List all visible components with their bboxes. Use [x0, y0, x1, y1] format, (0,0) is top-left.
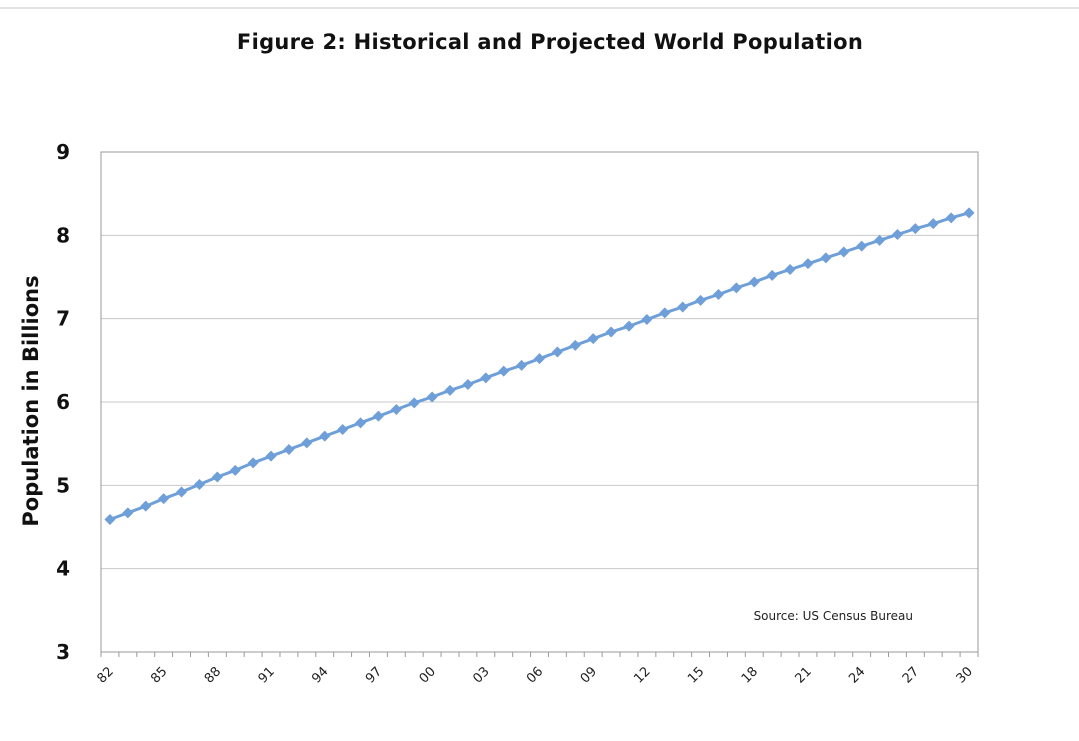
- data-point: [516, 359, 528, 371]
- plot-area-border: [100, 151, 979, 653]
- data-point: [247, 457, 259, 469]
- top-divider: [0, 7, 1079, 9]
- chart-title: Figure 2: Historical and Projected World…: [236, 30, 864, 54]
- data-point: [623, 320, 635, 332]
- data-point: [838, 246, 850, 258]
- data-point: [211, 471, 223, 483]
- source-annotation: Source: US Census Bureau: [754, 609, 913, 623]
- series-line: [109, 211, 970, 521]
- x-tick-label: 85: [148, 664, 170, 686]
- series-population: [104, 207, 975, 525]
- data-point: [551, 346, 563, 358]
- x-tick-label: 27: [900, 664, 922, 686]
- data-point: [176, 486, 188, 498]
- data-point: [695, 294, 707, 306]
- x-tick-label: 00: [417, 664, 439, 686]
- data-point: [677, 301, 689, 313]
- data-point: [712, 289, 724, 300]
- data-point: [534, 353, 545, 365]
- data-point: [784, 264, 796, 275]
- data-point: [927, 218, 939, 230]
- data-point: [390, 404, 402, 415]
- data-point: [480, 372, 492, 384]
- data-point: [963, 207, 975, 219]
- data-point: [498, 365, 510, 377]
- data-point: [319, 430, 331, 442]
- x-tick-label: 91: [256, 664, 278, 686]
- data-point: [158, 493, 170, 505]
- data-point: [301, 437, 313, 449]
- data-point: [891, 229, 903, 240]
- x-tick-label: 88: [202, 664, 224, 686]
- data-point: [730, 282, 742, 294]
- x-axis-ticks: [100, 652, 979, 657]
- data-point: [444, 384, 456, 396]
- data-point: [569, 339, 581, 351]
- x-tick-label: 09: [578, 664, 600, 686]
- x-tick-label: 30: [954, 664, 976, 686]
- data-point: [945, 212, 957, 224]
- x-tick-label: 03: [470, 664, 492, 686]
- data-point: [122, 507, 134, 519]
- data-point: [820, 252, 832, 264]
- x-tick-label: 94: [309, 664, 331, 686]
- gridlines: [101, 234, 978, 570]
- data-point: [874, 234, 886, 246]
- y-axis-title: Population in Billions: [19, 275, 43, 526]
- x-tick-label: 21: [792, 664, 814, 686]
- data-point: [659, 307, 671, 319]
- x-tick-label: 18: [739, 664, 761, 686]
- x-tick-label: 06: [524, 664, 546, 686]
- data-point: [766, 269, 778, 281]
- x-tick-label: 24: [846, 664, 868, 686]
- data-point: [909, 223, 921, 235]
- data-point: [283, 444, 295, 455]
- data-point: [605, 326, 617, 338]
- y-tick-label: 7: [56, 307, 70, 331]
- x-axis-tick-labels: 82 85 88 91 94 97 00 03 06 09 12 15 18 21 24 27 30: [94, 664, 975, 686]
- data-point: [140, 500, 152, 512]
- data-point: [587, 333, 599, 345]
- y-tick-label: 5: [56, 473, 70, 497]
- data-point: [641, 314, 653, 325]
- y-tick-label: 8: [56, 223, 70, 247]
- data-point: [372, 410, 384, 422]
- y-axis-tick-labels: 3 4 5 6 7 8 9: [56, 140, 70, 664]
- data-point: [265, 450, 277, 462]
- y-tick-label: 6: [56, 390, 70, 414]
- y-tick-label: 4: [56, 557, 70, 581]
- y-tick-label: 3: [56, 640, 70, 664]
- data-point: [462, 379, 474, 390]
- data-point: [426, 391, 438, 403]
- x-tick-label: 12: [631, 664, 653, 686]
- data-point: [229, 464, 241, 476]
- data-point: [104, 514, 116, 525]
- data-point: [193, 479, 205, 490]
- y-tick-label: 9: [56, 140, 70, 164]
- x-tick-label: 15: [685, 664, 707, 686]
- x-tick-label: 97: [363, 664, 385, 686]
- data-point: [408, 397, 420, 409]
- data-point: [748, 276, 760, 288]
- data-point: [802, 258, 814, 270]
- data-point: [337, 424, 349, 435]
- data-point: [355, 417, 367, 429]
- x-tick-label: 82: [94, 664, 116, 686]
- data-point: [856, 240, 868, 252]
